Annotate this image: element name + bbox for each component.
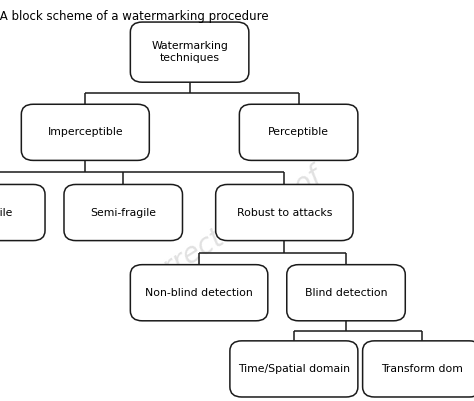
FancyBboxPatch shape bbox=[130, 22, 249, 82]
Text: Fragile: Fragile bbox=[0, 208, 13, 217]
FancyBboxPatch shape bbox=[287, 265, 405, 321]
Text: Perceptible: Perceptible bbox=[268, 128, 329, 137]
Text: Time/Spatial domain: Time/Spatial domain bbox=[238, 364, 350, 374]
FancyBboxPatch shape bbox=[363, 341, 474, 397]
FancyBboxPatch shape bbox=[64, 184, 182, 241]
FancyBboxPatch shape bbox=[21, 104, 149, 160]
Text: Transform dom: Transform dom bbox=[381, 364, 463, 374]
Text: Non-blind detection: Non-blind detection bbox=[145, 288, 253, 298]
Text: Watermarking
techniques: Watermarking techniques bbox=[151, 41, 228, 63]
FancyBboxPatch shape bbox=[230, 341, 358, 397]
FancyBboxPatch shape bbox=[239, 104, 358, 160]
FancyBboxPatch shape bbox=[0, 184, 45, 241]
Text: Blind detection: Blind detection bbox=[305, 288, 387, 298]
FancyBboxPatch shape bbox=[216, 184, 353, 241]
Text: Corrected Proof: Corrected Proof bbox=[128, 163, 328, 302]
Text: .1  A block scheme of a watermarking procedure: .1 A block scheme of a watermarking proc… bbox=[0, 10, 269, 23]
Text: Semi-fragile: Semi-fragile bbox=[90, 208, 156, 217]
Text: Imperceptible: Imperceptible bbox=[47, 128, 123, 137]
Text: Robust to attacks: Robust to attacks bbox=[237, 208, 332, 217]
FancyBboxPatch shape bbox=[130, 265, 268, 321]
